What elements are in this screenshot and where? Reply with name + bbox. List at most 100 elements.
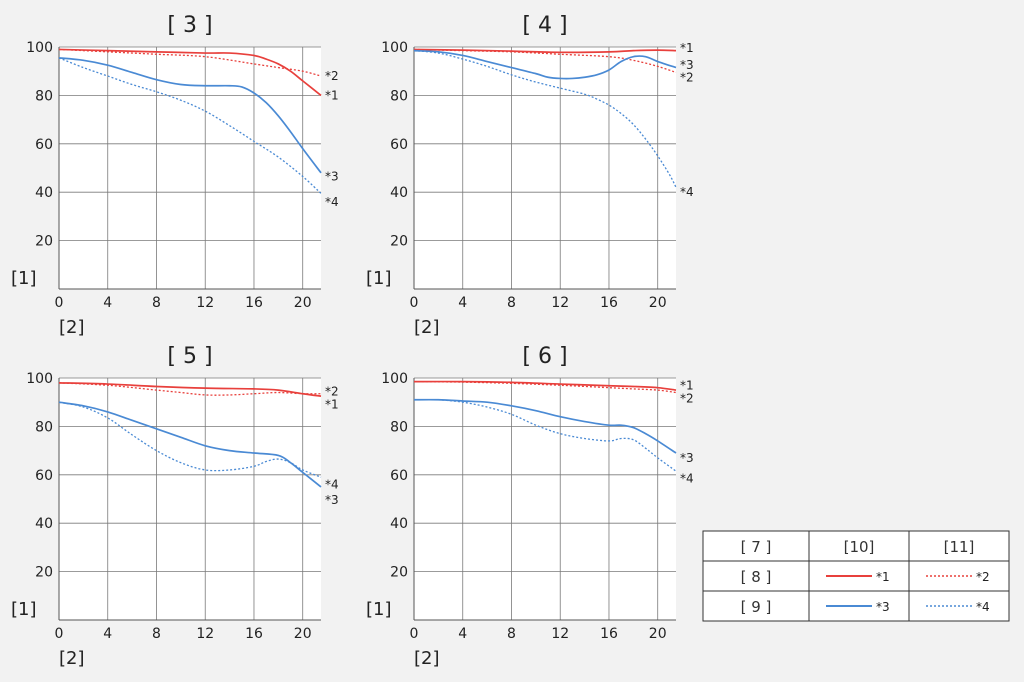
- x-tick-label: 20: [649, 626, 667, 642]
- series-end-label: *2: [325, 69, 339, 83]
- series-line-star4: [58, 401, 322, 478]
- x-axis-label: [2]: [414, 317, 440, 338]
- series-line-star3: [58, 57, 322, 174]
- series-end-label: *4: [680, 471, 694, 485]
- legend-header-2: [11]: [944, 538, 975, 556]
- x-tick-label: 12: [196, 295, 214, 311]
- x-tick-label: 16: [600, 626, 618, 642]
- y-axis-label: [1]: [11, 599, 37, 620]
- series-end-label: *3: [680, 451, 694, 465]
- series-line-star1: [58, 48, 322, 97]
- series-end-label: *3: [325, 493, 339, 507]
- legend-table: [ 7 ] [10] [11] [ 8 ] *1 *2 [ 9 ] *3 *4: [702, 530, 1010, 622]
- series-line-star2: [58, 48, 322, 77]
- y-axis-label: [1]: [11, 268, 37, 289]
- y-tick-label: 20: [35, 234, 53, 250]
- series-line-star3: [413, 49, 677, 80]
- y-tick-label: 60: [390, 468, 408, 484]
- x-tick-label: 12: [196, 626, 214, 642]
- x-tick-label: 20: [294, 626, 312, 642]
- y-tick-label: 80: [390, 88, 408, 104]
- plot-area: [59, 378, 321, 620]
- legend-series-name: *2: [976, 570, 990, 584]
- y-tick-label: 60: [35, 137, 53, 153]
- x-tick-label: 0: [55, 295, 64, 311]
- series-end-label: *1: [680, 41, 694, 55]
- x-tick-label: 16: [245, 295, 263, 311]
- series-line-star4: [413, 398, 677, 472]
- series-end-label: *1: [680, 378, 694, 392]
- y-tick-label: 20: [35, 565, 53, 581]
- chart-panel-5: 0 4 8 12 16 20 20 40 60 80 100 [ 5 ] [1] [2] *2*1 *4 *3: [11, 344, 339, 669]
- y-axis-label: [1]: [366, 599, 392, 620]
- x-tick-label: 0: [410, 626, 419, 642]
- y-tick-label: 60: [390, 137, 408, 153]
- series-line-star2: [58, 382, 322, 396]
- series-line-star3: [58, 401, 322, 488]
- x-tick-label: 12: [551, 295, 569, 311]
- y-tick-label: 100: [381, 371, 408, 387]
- legend-row-label: [ 9 ]: [741, 598, 772, 616]
- x-axis-label: [2]: [59, 317, 85, 338]
- series-line-star4: [58, 57, 322, 194]
- y-tick-label: 40: [390, 516, 408, 532]
- x-tick-label: 8: [507, 295, 516, 311]
- y-tick-label: 100: [26, 371, 53, 387]
- y-tick-label: 100: [381, 40, 408, 56]
- x-axis-label: [2]: [414, 648, 440, 669]
- series-end-label: *2: [680, 70, 694, 84]
- series-line-star2: [413, 380, 677, 394]
- series-end-label: *4: [325, 477, 339, 491]
- series-end-label: *4: [680, 185, 694, 199]
- x-tick-label: 8: [152, 295, 161, 311]
- x-tick-label: 8: [507, 626, 516, 642]
- y-axis-label: [1]: [366, 268, 392, 289]
- y-tick-label: 20: [390, 234, 408, 250]
- chart-title: [ 4 ]: [522, 13, 567, 38]
- series-end-label: *1: [325, 88, 339, 102]
- x-tick-label: 4: [458, 626, 467, 642]
- series-end-label: *4: [325, 195, 339, 209]
- y-tick-label: 20: [390, 565, 408, 581]
- y-tick-label: 100: [26, 40, 53, 56]
- x-tick-label: 8: [152, 626, 161, 642]
- x-axis-label: [2]: [59, 648, 85, 669]
- chart-title: [ 6 ]: [522, 344, 567, 369]
- y-tick-label: 40: [390, 185, 408, 201]
- series-line-star2: [413, 48, 677, 74]
- x-tick-label: 20: [649, 295, 667, 311]
- legend-series-name: *3: [876, 600, 890, 614]
- x-tick-label: 12: [551, 626, 569, 642]
- x-tick-label: 16: [245, 626, 263, 642]
- y-tick-label: 80: [390, 419, 408, 435]
- x-tick-label: 20: [294, 295, 312, 311]
- series-end-label: *3: [325, 169, 339, 183]
- x-tick-label: 4: [458, 295, 467, 311]
- y-tick-label: 80: [35, 419, 53, 435]
- chart-panel-6: 0 4 8 12 16 20 20 40 60 80 100 [ 6 ] [1] [2] *1*2 *3 *4: [366, 344, 694, 669]
- plot-area: [414, 47, 676, 289]
- y-tick-label: 80: [35, 88, 53, 104]
- plot-area: [59, 47, 321, 289]
- chart-panel-4: 0 4 8 12 16 20 20 40 60 80 100 [ 4 ] [1] [2] *1 *3*2 *4: [366, 13, 694, 338]
- x-tick-label: 4: [103, 295, 112, 311]
- y-tick-label: 60: [35, 468, 53, 484]
- x-tick-label: 16: [600, 295, 618, 311]
- x-tick-label: 4: [103, 626, 112, 642]
- x-tick-label: 0: [410, 295, 419, 311]
- legend-row-label: [ 8 ]: [741, 568, 772, 586]
- legend-series-name: *4: [976, 600, 990, 614]
- series-end-label: *2: [680, 392, 694, 406]
- legend-header-0: [ 7 ]: [741, 538, 772, 556]
- series-line-star3: [413, 398, 677, 454]
- legend-series-name: *1: [876, 570, 890, 584]
- chart-title: [ 3 ]: [167, 13, 212, 38]
- series-line-star1: [58, 381, 322, 397]
- plot-area: [414, 378, 676, 620]
- series-end-label: *2: [325, 384, 339, 398]
- legend-header-1: [10]: [844, 538, 875, 556]
- y-tick-label: 40: [35, 516, 53, 532]
- series-end-label: *3: [680, 58, 694, 72]
- chart-panel-3: 0 4 8 12 16 20 20 40 60 80 100 [ 3 ] [1] [2] *2 *1 *3 *4: [11, 13, 339, 338]
